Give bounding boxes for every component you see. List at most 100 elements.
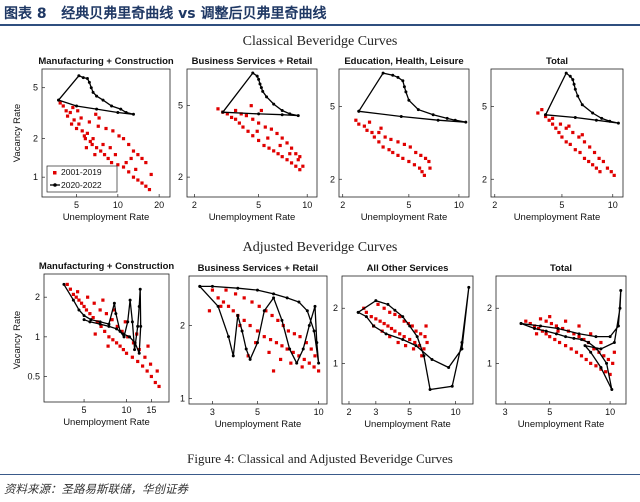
line-point-1-7	[265, 95, 269, 99]
scatter-point-5-18	[312, 365, 316, 369]
scatter-point-2-7	[381, 145, 385, 149]
scatter-point-0-13	[94, 146, 99, 150]
scatter-point-4-45	[106, 344, 110, 348]
scatter-point-5-17	[307, 361, 311, 365]
scatter-point-0-53	[84, 146, 89, 150]
scatter-point-3-27	[609, 170, 613, 174]
scatter-point-7-4	[540, 329, 545, 333]
scatter-point-0-46	[134, 167, 138, 172]
scatter-point-7-8	[557, 340, 562, 345]
x-tick-label-5-1: 5	[255, 407, 260, 417]
line-point-4-3	[82, 314, 86, 318]
x-tick-label-0-1: 10	[113, 200, 123, 210]
scatter-point-2-24	[419, 153, 423, 157]
scatter-point-2-20	[396, 140, 400, 144]
line-point-4-12	[128, 298, 132, 302]
scatter-point-7-36	[563, 319, 568, 323]
scatter-point-1-23	[269, 127, 273, 131]
scatter-point-6-5	[382, 321, 386, 326]
scatter-point-1-34	[278, 143, 282, 148]
line-point-7-3	[554, 332, 558, 336]
scatter-point-2-17	[377, 130, 381, 135]
line-point-6-11	[467, 285, 471, 289]
scatter-point-0-21	[127, 170, 131, 174]
line-point-4-18	[139, 324, 143, 328]
line-point-1-2	[255, 74, 259, 78]
scatter-point-7-18	[608, 372, 612, 377]
line-point-5-13	[295, 361, 299, 365]
scatter-point-4-16	[118, 344, 122, 348]
line-point-2-1	[381, 71, 385, 75]
x-axis-label-1: Unemployment Rate	[209, 212, 296, 223]
plot-area-3	[536, 71, 620, 177]
scatter-point-4-36	[143, 355, 147, 359]
line-point-5-1	[216, 304, 220, 308]
line-point-7-24	[519, 322, 523, 326]
scatter-point-2-22	[408, 145, 412, 149]
line-point-6-8	[428, 387, 432, 391]
scatter-point-2-2	[362, 124, 366, 128]
scatter-point-0-31	[111, 129, 115, 133]
scatter-point-0-30	[104, 126, 108, 131]
line-point-6-12	[460, 347, 464, 351]
scatter-point-6-24	[419, 332, 423, 336]
line-point-5-2	[227, 335, 231, 339]
scatter-point-2-18	[383, 135, 387, 139]
scatter-point-0-5	[72, 118, 76, 122]
scatter-point-5-10	[268, 338, 273, 342]
scatter-point-4-2	[71, 292, 75, 296]
scatter-point-5-26	[270, 313, 274, 318]
scatter-point-7-35	[548, 315, 552, 319]
scatter-point-0-38	[144, 160, 148, 165]
series-line-2	[358, 72, 466, 123]
y-tick-label-6-1: 2	[333, 303, 338, 313]
panel-title-7: Total	[550, 263, 572, 274]
scatter-point-7-9	[563, 344, 568, 348]
scatter-point-7-12	[579, 354, 584, 358]
line-point-5-25	[236, 286, 240, 290]
scatter-point-6-16	[382, 306, 386, 310]
scatter-point-1-10	[262, 143, 266, 148]
x-tick-label-5-2: 10	[314, 407, 324, 417]
scatter-point-4-5	[79, 301, 84, 305]
scatter-point-6-28	[388, 335, 392, 339]
x-tick-label-2-1: 5	[406, 200, 411, 210]
scatter-point-4-29	[104, 312, 109, 316]
line-point-2-5	[402, 85, 406, 89]
line-point-3-5	[573, 87, 577, 91]
scatter-point-7-38	[589, 332, 593, 336]
scatter-point-2-21	[402, 142, 406, 146]
scatter-point-7-1	[528, 321, 532, 326]
plot-frame-3	[490, 68, 624, 198]
line-point-2-10	[445, 116, 449, 120]
scatter-point-4-22	[145, 369, 149, 373]
scatter-point-0-27	[79, 116, 83, 120]
scatter-point-6-34	[424, 324, 428, 328]
scatter-point-5-29	[286, 329, 290, 333]
scatter-point-5-23	[250, 300, 254, 304]
plot-frame-6	[341, 275, 474, 405]
scatter-point-3-13	[587, 159, 591, 164]
scatter-point-4-26	[86, 295, 90, 299]
line-point-6-19	[364, 315, 368, 319]
scatter-point-0-28	[87, 120, 91, 124]
scatter-point-1-20	[251, 117, 255, 121]
figure-title: 图表 8 经典贝弗里奇曲线 vs 调整后贝弗里奇曲线	[4, 3, 326, 23]
scatter-point-0-7	[74, 126, 79, 131]
scatter-point-6-9	[398, 332, 402, 336]
scatter-point-2-23	[414, 150, 418, 155]
x-axis-label-7: Unemployment Rate	[518, 419, 605, 430]
x-tick-label-2-2: 10	[454, 200, 464, 210]
scatter-point-2-3	[365, 128, 369, 132]
scatter-point-4-10	[95, 320, 99, 324]
scatter-point-0-43	[108, 146, 112, 150]
scatter-point-3-6	[557, 130, 561, 135]
scatter-point-0-10	[83, 137, 87, 141]
scatter-point-7-32	[606, 357, 610, 362]
scatter-point-3-29	[550, 116, 555, 120]
scatter-point-5-43	[271, 369, 276, 373]
scatter-point-1-35	[288, 152, 292, 156]
line-point-7-11	[599, 365, 603, 369]
scatter-point-5-7	[248, 323, 252, 328]
legend-label-1: 2020-2022	[61, 180, 102, 190]
